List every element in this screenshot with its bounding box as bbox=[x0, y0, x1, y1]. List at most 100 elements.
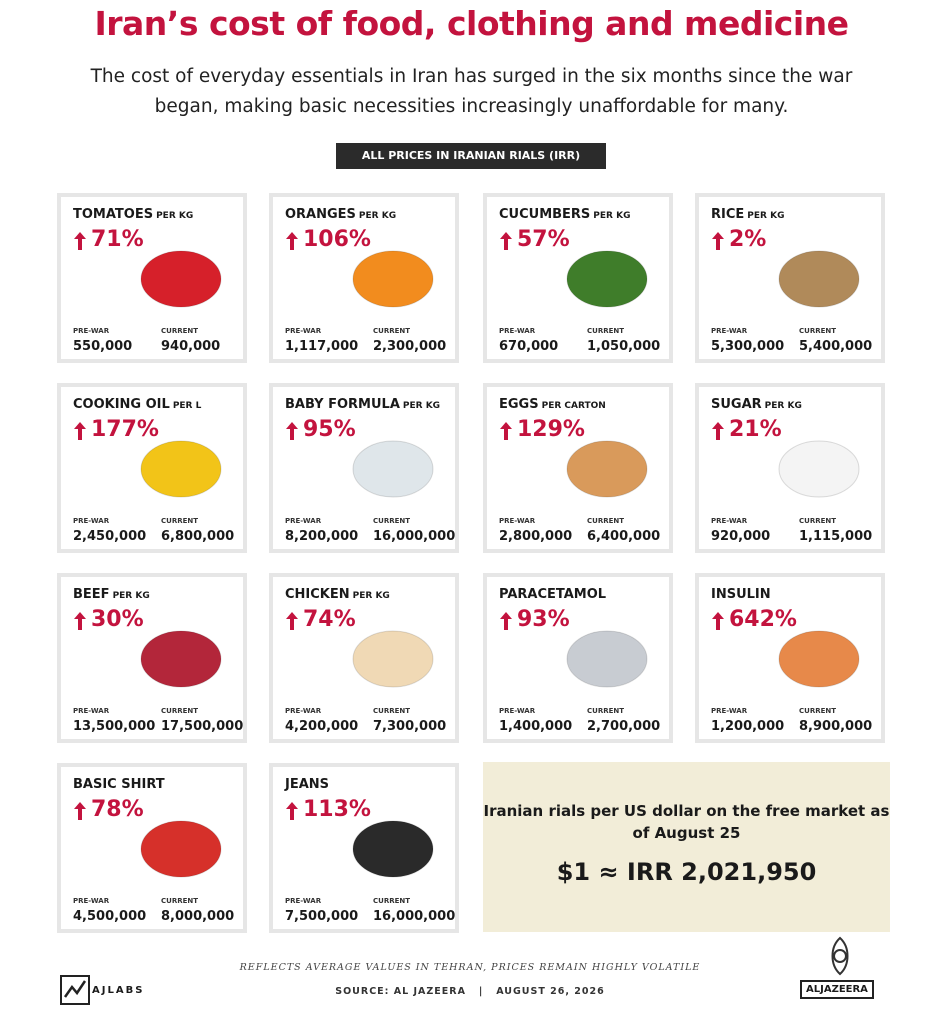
up-arrow bbox=[286, 422, 298, 440]
item-unit: PER KG bbox=[358, 211, 397, 221]
item-change: 2% bbox=[729, 227, 767, 252]
item-unit: PER L bbox=[172, 401, 202, 411]
current-price: 2,300,000 bbox=[373, 339, 447, 354]
item-card: PARACETAMOL 93% PRE-WAR CURRENT 1,400,000 2,7… bbox=[483, 573, 673, 743]
item-illustration bbox=[352, 440, 434, 498]
item-card: SUGAR PER KG 21% PRE-WAR CURRENT 920,000 1,115… bbox=[695, 383, 885, 553]
current-price: 7,300,000 bbox=[373, 719, 447, 734]
item-illustration bbox=[140, 630, 222, 688]
item-unit: PER CARTON bbox=[541, 401, 606, 411]
right-logo: ALJAZEERA bbox=[800, 980, 874, 999]
item-name: CHICKEN PER KG bbox=[285, 587, 390, 602]
item-name: BABY FORMULA PER KG bbox=[285, 397, 440, 412]
prewar-price: 4,500,000 bbox=[73, 909, 147, 924]
item-change: 74% bbox=[303, 607, 356, 632]
current-label: CURRENT bbox=[373, 897, 411, 905]
item-name-text: INSULIN bbox=[711, 587, 771, 602]
footer-source: SOURCE: AL JAZEERA | AUGUST 26, 2026 bbox=[335, 986, 605, 997]
item-card: BASIC SHIRT 78% PRE-WAR CURRENT 4,500,000 8,0… bbox=[57, 763, 247, 933]
current-label: CURRENT bbox=[799, 327, 837, 335]
item-name: SUGAR PER KG bbox=[711, 397, 802, 412]
item-change: 177% bbox=[91, 417, 159, 442]
prewar-price: 4,200,000 bbox=[285, 719, 359, 734]
item-name-text: CHICKEN bbox=[285, 587, 350, 602]
up-arrow bbox=[712, 232, 724, 250]
current-label: CURRENT bbox=[373, 327, 411, 335]
item-name-text: BASIC SHIRT bbox=[73, 777, 165, 792]
prewar-price: 670,000 bbox=[499, 339, 559, 354]
item-change: 21% bbox=[729, 417, 782, 442]
item-name-text: JEANS bbox=[285, 777, 330, 792]
item-name: INSULIN bbox=[711, 587, 771, 602]
prewar-label: PRE-WAR bbox=[285, 897, 322, 905]
item-illustration bbox=[140, 820, 222, 878]
item-name: EGGS PER CARTON bbox=[499, 397, 606, 412]
item-illustration bbox=[778, 630, 860, 688]
current-label: CURRENT bbox=[373, 707, 411, 715]
current-price: 16,000,000 bbox=[373, 529, 456, 544]
prewar-label: PRE-WAR bbox=[285, 327, 322, 335]
item-change: 71% bbox=[91, 227, 144, 252]
item-name-text: ORANGES bbox=[285, 207, 356, 222]
item-illustration bbox=[566, 630, 648, 688]
footer-note: REFLECTS AVERAGE VALUES IN TEHRAN, PRICE… bbox=[239, 962, 701, 973]
item-name: BASIC SHIRT bbox=[73, 777, 165, 792]
item-card: TOMATOES PER KG 71% PRE-WAR CURRENT 550,000 94… bbox=[57, 193, 247, 363]
item-change: 95% bbox=[303, 417, 356, 442]
item-name: TOMATOES PER KG bbox=[73, 207, 193, 222]
current-label: CURRENT bbox=[161, 327, 199, 335]
prewar-label: PRE-WAR bbox=[711, 327, 748, 335]
item-name-text: RICE bbox=[711, 207, 745, 222]
left-logo: AJLABS bbox=[92, 985, 145, 996]
up-arrow bbox=[286, 612, 298, 630]
title: Iran’s cost of food, clothing and medici… bbox=[94, 4, 849, 43]
current-price: 1,050,000 bbox=[587, 339, 661, 354]
prewar-price: 1,400,000 bbox=[499, 719, 573, 734]
item-name: CUCUMBERS PER KG bbox=[499, 207, 630, 222]
item-card: ORANGES PER KG 106% PRE-WAR CURRENT 1,117,000… bbox=[269, 193, 459, 363]
item-card: BEEF PER KG 30% PRE-WAR CURRENT 13,500,000 17,… bbox=[57, 573, 247, 743]
item-illustration bbox=[140, 250, 222, 308]
item-unit: PER KG bbox=[747, 211, 785, 221]
prewar-price: 2,450,000 bbox=[73, 529, 147, 544]
current-label: CURRENT bbox=[161, 517, 199, 525]
current-label: CURRENT bbox=[587, 327, 625, 335]
item-name-text: TOMATOES bbox=[73, 207, 154, 222]
current-label: CURRENT bbox=[161, 707, 199, 715]
current-label: CURRENT bbox=[587, 707, 625, 715]
prewar-label: PRE-WAR bbox=[499, 707, 536, 715]
current-price: 1,115,000 bbox=[799, 529, 873, 544]
up-arrow bbox=[286, 232, 298, 250]
prewar-label: PRE-WAR bbox=[73, 517, 110, 525]
subtitle: The cost of everyday essentials in Iran … bbox=[90, 66, 853, 117]
item-name-text: BEEF bbox=[73, 587, 110, 602]
item-card: CHICKEN PER KG 74% PRE-WAR CURRENT 4,200,000 7… bbox=[269, 573, 459, 743]
prewar-price: 13,500,000 bbox=[73, 719, 156, 734]
item-illustration bbox=[778, 440, 860, 498]
prewar-price: 1,200,000 bbox=[711, 719, 785, 734]
badge: ALL PRICES IN IRANIAN RIALS (IRR) bbox=[336, 143, 606, 169]
item-illustration bbox=[566, 250, 648, 308]
item-card: RICE PER KG 2% PRE-WAR CURRENT 5,300,000 5,400… bbox=[695, 193, 885, 363]
exchange-box: Iranian rials per US dollar on the free … bbox=[483, 762, 890, 932]
current-price: 8,000,000 bbox=[161, 909, 235, 924]
item-card: CUCUMBERS PER KG 57% PRE-WAR CURRENT 670,000 1… bbox=[483, 193, 673, 363]
prewar-label: PRE-WAR bbox=[711, 517, 748, 525]
item-unit: PER KG bbox=[402, 401, 441, 411]
item-card: JEANS 113% PRE-WAR CURRENT 7,500,000 16,000,0… bbox=[269, 763, 459, 933]
current-price: 17,500,000 bbox=[161, 719, 244, 734]
exchange-label: Iranian rials per US dollar on the free … bbox=[483, 802, 890, 842]
item-illustration bbox=[352, 630, 434, 688]
current-label: CURRENT bbox=[373, 517, 411, 525]
item-change: 642% bbox=[729, 607, 797, 632]
item-change: 57% bbox=[517, 227, 570, 252]
item-illustration bbox=[352, 820, 434, 878]
up-arrow bbox=[712, 612, 724, 630]
prewar-price: 2,800,000 bbox=[499, 529, 573, 544]
current-price: 5,400,000 bbox=[799, 339, 873, 354]
item-unit: PER KG bbox=[112, 591, 150, 601]
prewar-price: 8,200,000 bbox=[285, 529, 359, 544]
up-arrow bbox=[74, 802, 86, 820]
up-arrow bbox=[712, 422, 724, 440]
